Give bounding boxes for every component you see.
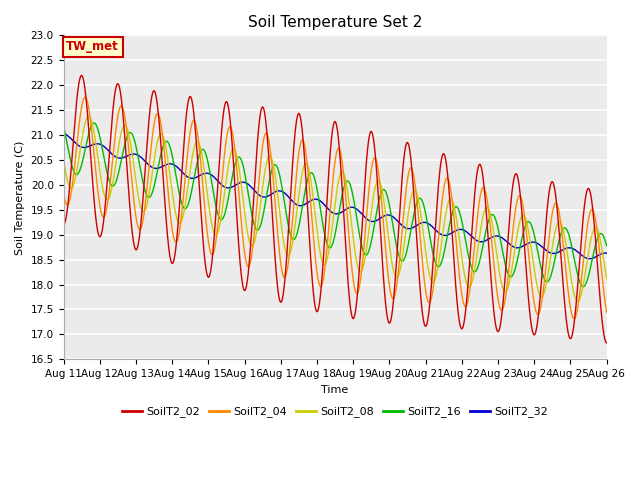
- SoilT2_02: [570, 323, 578, 328]
- SoilT2_16: [351, 203, 358, 209]
- SoilT2_08: [351, 247, 358, 253]
- SoilT2_08: [85, 113, 93, 119]
- Line: SoilT2_04: SoilT2_04: [63, 97, 607, 319]
- SoilT2_04: [570, 316, 578, 322]
- Line: SoilT2_16: SoilT2_16: [63, 123, 607, 287]
- SoilT2_32: [555, 249, 563, 255]
- SoilT2_04: [363, 213, 371, 218]
- SoilT2_16: [493, 221, 500, 227]
- SoilT2_04: [603, 309, 611, 315]
- SoilT2_32: [586, 256, 593, 262]
- SoilT2_16: [579, 284, 587, 289]
- SoilT2_32: [60, 131, 67, 136]
- SoilT2_08: [363, 245, 371, 251]
- SoilT2_04: [60, 190, 67, 196]
- Line: SoilT2_02: SoilT2_02: [63, 75, 607, 343]
- SoilT2_16: [570, 254, 578, 260]
- Legend: SoilT2_02, SoilT2_04, SoilT2_08, SoilT2_16, SoilT2_32: SoilT2_02, SoilT2_04, SoilT2_08, SoilT2_…: [117, 402, 553, 422]
- SoilT2_32: [211, 175, 219, 181]
- SoilT2_04: [211, 243, 219, 249]
- SoilT2_16: [603, 243, 611, 249]
- SoilT2_32: [493, 233, 500, 239]
- Title: Soil Temperature Set 2: Soil Temperature Set 2: [248, 15, 422, 30]
- SoilT2_08: [493, 252, 500, 258]
- SoilT2_08: [60, 156, 67, 162]
- Line: SoilT2_08: SoilT2_08: [63, 116, 607, 301]
- SoilT2_08: [555, 219, 563, 225]
- SoilT2_32: [362, 216, 370, 222]
- SoilT2_02: [493, 327, 500, 333]
- Text: TW_met: TW_met: [67, 40, 119, 53]
- SoilT2_08: [574, 299, 582, 304]
- SoilT2_16: [60, 123, 67, 129]
- SoilT2_02: [78, 72, 86, 78]
- SoilT2_02: [603, 340, 611, 346]
- SoilT2_32: [603, 250, 611, 256]
- SoilT2_04: [570, 316, 578, 322]
- SoilT2_02: [555, 225, 563, 230]
- X-axis label: Time: Time: [321, 384, 349, 395]
- SoilT2_32: [351, 205, 358, 211]
- SoilT2_08: [570, 290, 578, 296]
- SoilT2_02: [363, 156, 371, 162]
- SoilT2_16: [211, 200, 219, 205]
- SoilT2_04: [555, 208, 563, 214]
- Y-axis label: Soil Temperature (C): Soil Temperature (C): [15, 140, 25, 254]
- SoilT2_04: [493, 288, 500, 294]
- SoilT2_16: [90, 120, 98, 126]
- SoilT2_04: [351, 286, 358, 292]
- SoilT2_16: [363, 252, 371, 258]
- SoilT2_04: [81, 94, 89, 100]
- SoilT2_02: [211, 220, 219, 226]
- SoilT2_16: [555, 239, 563, 244]
- SoilT2_02: [60, 221, 67, 227]
- SoilT2_08: [211, 232, 219, 238]
- SoilT2_08: [603, 276, 611, 282]
- SoilT2_32: [570, 246, 577, 252]
- Line: SoilT2_32: SoilT2_32: [63, 133, 607, 259]
- SoilT2_02: [351, 312, 358, 318]
